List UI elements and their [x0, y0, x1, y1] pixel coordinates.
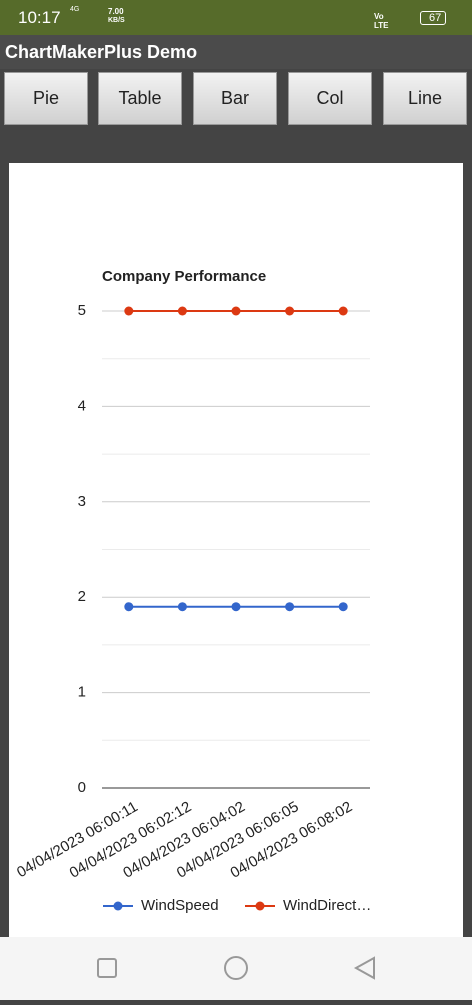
y-tick-label: 4	[78, 397, 86, 414]
data-point	[124, 306, 134, 316]
data-point	[338, 602, 348, 612]
status-bar: 10:17 4G 7.00 KB/S Vo LTE 67	[0, 0, 472, 35]
y-tick-label: 2	[78, 588, 86, 605]
net-speed: 7.00	[108, 7, 124, 16]
col-button[interactable]: Col	[288, 72, 372, 125]
clock: 10:17	[18, 8, 61, 27]
data-point	[177, 306, 187, 316]
line-button[interactable]: Line	[383, 72, 467, 125]
legend-label: WindDirect…	[283, 897, 371, 914]
back-button[interactable]	[353, 956, 375, 980]
data-point	[124, 602, 134, 612]
data-point	[285, 306, 295, 316]
net-speed-unit: KB/S	[108, 17, 125, 24]
recents-button[interactable]	[97, 958, 117, 978]
nav-bar	[0, 937, 472, 1000]
network-type: 4G	[70, 6, 80, 13]
y-tick-label: 1	[78, 684, 86, 701]
chart-title: Company Performance	[102, 268, 266, 285]
pie-button[interactable]: Pie	[4, 72, 88, 125]
legend-marker	[255, 901, 265, 911]
data-point	[338, 306, 348, 316]
y-tick-label: 3	[78, 493, 86, 510]
app-bar: ChartMakerPlus Demo	[0, 35, 472, 69]
chart-panel: Company Performance 0 1 2 3 4 5 04/04/2023 06:…	[9, 163, 463, 937]
table-button[interactable]: Table	[98, 72, 182, 125]
legend-label: WindSpeed	[141, 897, 219, 914]
data-point	[285, 602, 295, 612]
volte: Vo LTE	[374, 12, 389, 30]
nav-icons	[97, 956, 375, 980]
battery: 67	[420, 11, 447, 25]
bar-button[interactable]: Bar	[193, 72, 277, 125]
data-point	[177, 602, 187, 612]
app-title: ChartMakerPlus Demo	[5, 42, 198, 62]
y-tick-label: 5	[78, 302, 86, 319]
data-point	[231, 306, 241, 316]
home-button[interactable]	[224, 956, 248, 980]
data-point	[231, 602, 241, 612]
legend-marker	[113, 901, 123, 911]
y-tick-label: 0	[78, 779, 86, 796]
